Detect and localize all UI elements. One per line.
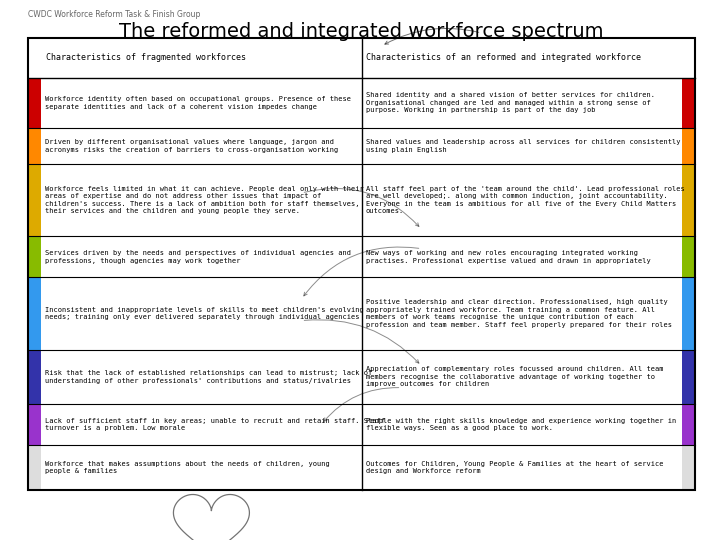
Bar: [682, 349, 695, 404]
Bar: [28, 237, 41, 277]
Bar: [28, 404, 41, 445]
Text: CWDC Workforce Reform Task & Finish Group: CWDC Workforce Reform Task & Finish Grou…: [28, 10, 200, 19]
Text: Driven by different organisational values where language, jargon and
acronyms ri: Driven by different organisational value…: [45, 139, 338, 153]
Text: All staff feel part of the 'team around the child'. Lead professional roles
are : All staff feel part of the 'team around …: [366, 186, 684, 214]
Bar: [28, 277, 41, 349]
Text: Lack of sufficient staff in key areas; unable to recruit and retain staff. Staff: Lack of sufficient staff in key areas; u…: [45, 417, 385, 431]
Bar: [682, 128, 695, 164]
Text: Appreciation of complementary roles focussed around children. All team
members r: Appreciation of complementary roles focu…: [366, 366, 663, 387]
Text: Characteristics of an reformed and integrated workforce: Characteristics of an reformed and integ…: [366, 53, 642, 63]
Text: Outcomes for Children, Young People & Families at the heart of service
design an: Outcomes for Children, Young People & Fa…: [366, 461, 663, 474]
Text: Risk that the lack of established relationships can lead to mistrust; lack of
un: Risk that the lack of established relati…: [45, 370, 372, 383]
Text: Characteristics of fragmented workforces: Characteristics of fragmented workforces: [46, 53, 246, 63]
Bar: [682, 445, 695, 490]
Text: Shared values and leadership across all services for children consistently
using: Shared values and leadership across all …: [366, 139, 680, 153]
Bar: [682, 237, 695, 277]
Text: People with the right skills knowledge and experience working together in
flexib: People with the right skills knowledge a…: [366, 417, 676, 431]
Bar: [682, 78, 695, 128]
Bar: [28, 164, 41, 237]
Text: Workforce feels limited in what it can achieve. People deal only with their
area: Workforce feels limited in what it can a…: [45, 186, 364, 214]
Text: The reformed and integrated workforce spectrum: The reformed and integrated workforce sp…: [120, 22, 604, 41]
Bar: [28, 349, 41, 404]
Bar: [682, 164, 695, 237]
Bar: [28, 38, 695, 490]
Text: New ways of working and new roles encouraging integrated working
practises. Prof: New ways of working and new roles encour…: [366, 250, 650, 264]
Text: Workforce identity often based on occupational groups. Presence of these
separat: Workforce identity often based on occupa…: [45, 96, 351, 110]
Text: Services driven by the needs and perspectives of individual agencies and
profess: Services driven by the needs and perspec…: [45, 250, 351, 264]
Text: Inconsistent and inappropriate levels of skills to meet children's evolving
need: Inconsistent and inappropriate levels of…: [45, 307, 364, 320]
Bar: [28, 445, 41, 490]
Text: Workforce that makes assumptions about the needs of children, young
people & fam: Workforce that makes assumptions about t…: [45, 461, 330, 474]
Text: Shared identity and a shared vision of better services for children.
Organisatio: Shared identity and a shared vision of b…: [366, 92, 654, 113]
Bar: [682, 277, 695, 349]
Bar: [28, 128, 41, 164]
Bar: [682, 404, 695, 445]
Bar: [28, 78, 41, 128]
Text: Positive leadership and clear direction. Professionalised, high quality
appropri: Positive leadership and clear direction.…: [366, 299, 672, 328]
